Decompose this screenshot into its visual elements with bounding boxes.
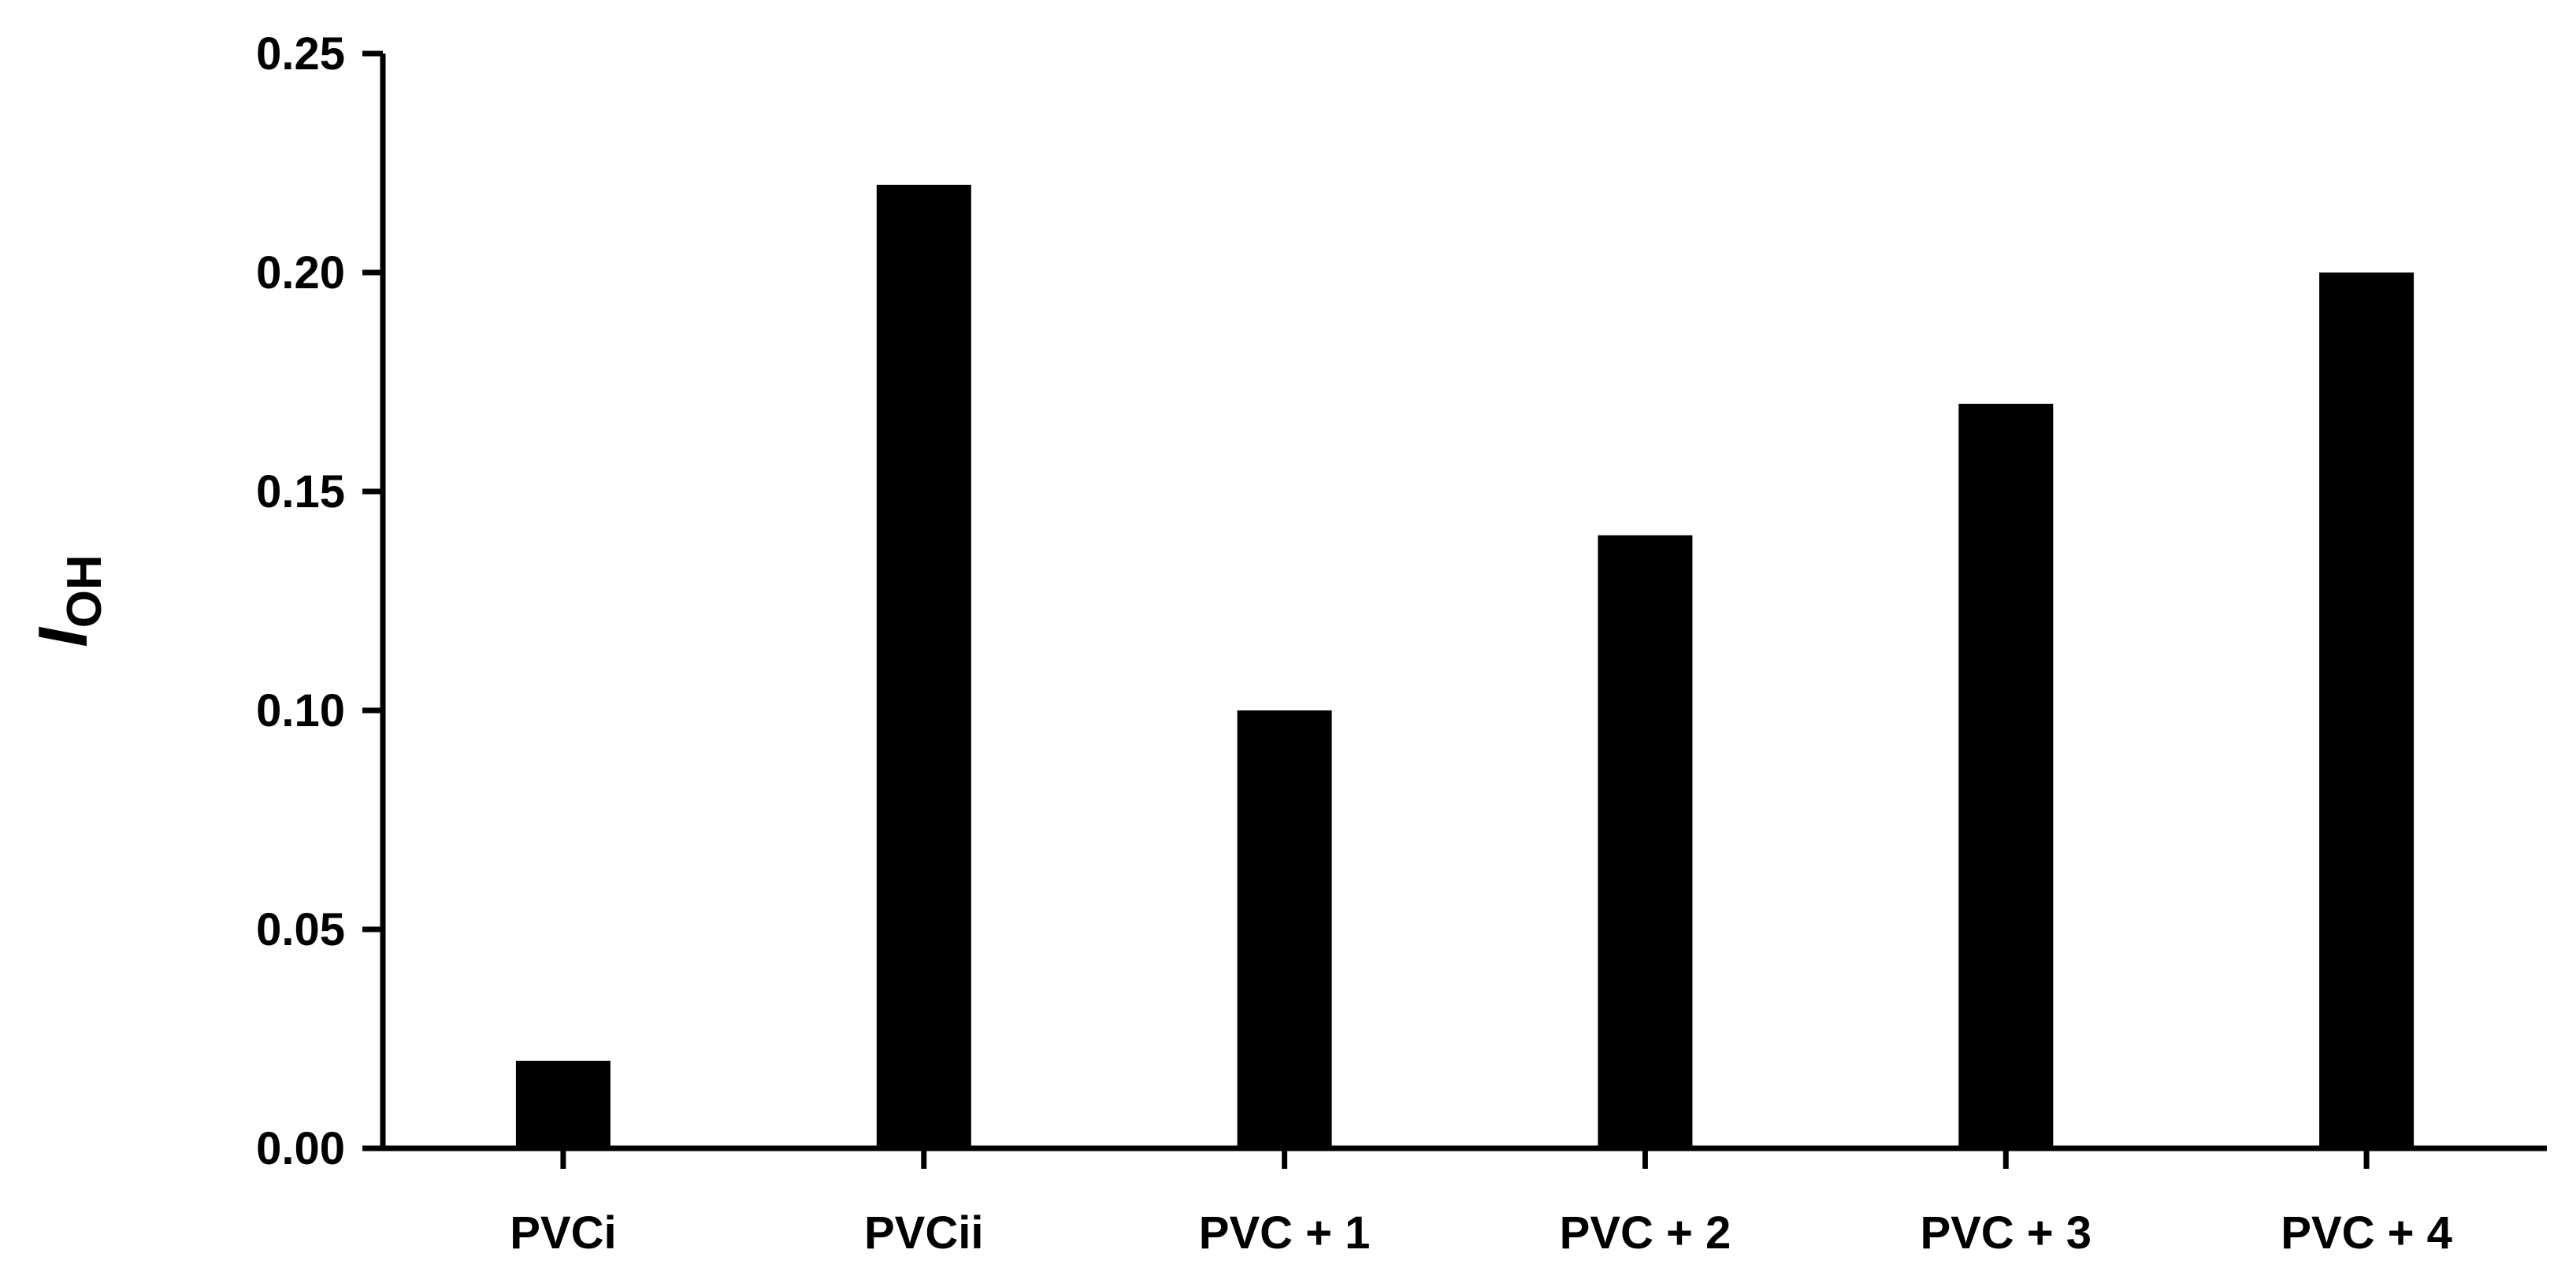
x-tick-label: PVC + 4: [2281, 1207, 2452, 1259]
x-tick-label: PVCii: [864, 1207, 984, 1259]
bar-6: [2319, 273, 2415, 1148]
y-tick-label: 0.15: [256, 466, 345, 517]
bar-4: [1598, 535, 1693, 1148]
y-axis-label-main: I: [24, 627, 102, 647]
x-tick-label: PVC + 2: [1560, 1207, 1732, 1259]
x-tick-label: PVC + 1: [1199, 1207, 1371, 1259]
y-tick-label: 0.00: [256, 1123, 345, 1174]
x-ticks: PVCi PVCii PVC + 1 PVC + 2 PVC + 3 PVC + 4: [510, 1148, 2452, 1259]
y-ticks: 0.00 0.05 0.10 0.15 0.20 0.25: [256, 28, 383, 1174]
y-tick-label: 0.05: [256, 904, 345, 955]
bar-5: [1958, 403, 2054, 1148]
x-tick-label: PVCi: [510, 1207, 616, 1259]
x-tick-label: PVC + 3: [1920, 1207, 2092, 1259]
bar-1: [515, 1060, 611, 1148]
bars: [515, 184, 2415, 1148]
y-tick-label: 0.10: [256, 685, 345, 736]
bar-3: [1237, 710, 1332, 1148]
y-tick-label: 0.25: [256, 28, 345, 80]
y-axis-label-subscript: OH: [58, 554, 112, 628]
axes: [380, 54, 2547, 1151]
y-tick-label: 0.20: [256, 247, 345, 299]
bar-2: [876, 184, 971, 1148]
svg-text:IOH: IOH: [24, 554, 112, 647]
y-axis-label: IOH: [24, 554, 112, 647]
